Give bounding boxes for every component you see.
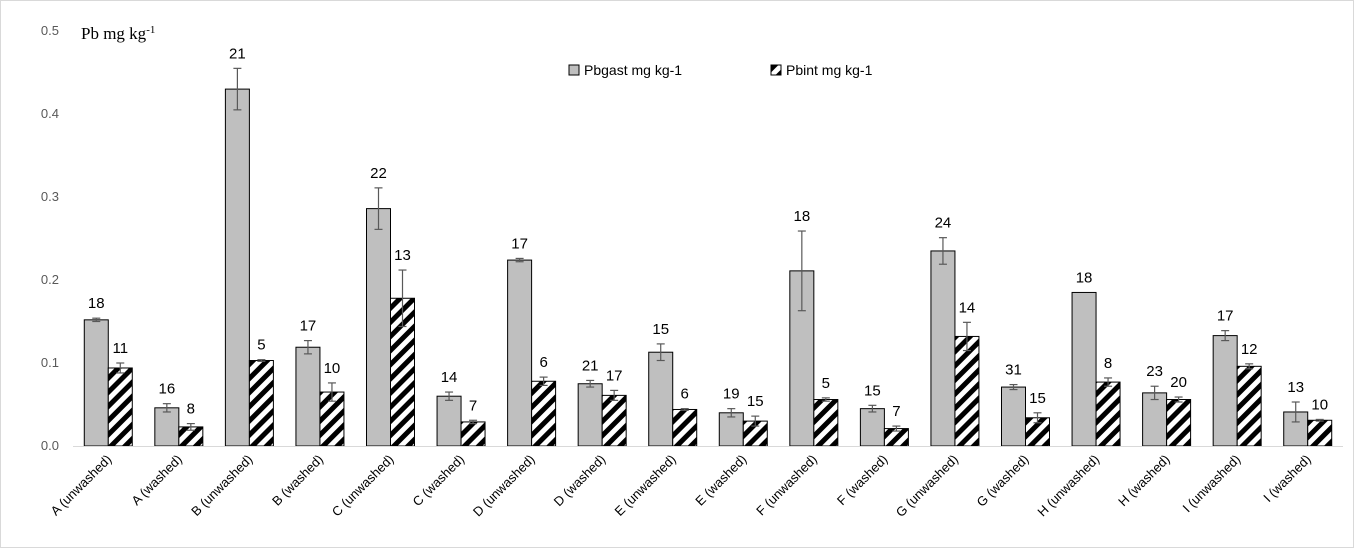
bar-pbint	[248, 360, 274, 447]
bar-pbgast	[366, 208, 391, 447]
category-label: C (unwashed)	[329, 452, 397, 520]
data-label: 7	[469, 397, 477, 414]
data-label: 15	[1029, 390, 1046, 407]
data-label: 18	[1076, 269, 1093, 286]
legend: Pbgast mg kg-1 Pbint mg kg-1	[568, 62, 873, 78]
data-label: 21	[582, 357, 599, 374]
legend-label-pbgast: Pbgast mg kg-1	[584, 62, 682, 78]
bar-pbgast	[1212, 335, 1238, 447]
data-label: 5	[822, 375, 830, 392]
category-label: I (unwashed)	[1180, 452, 1244, 516]
category-label: D (washed)	[551, 452, 609, 510]
bars-group: 18 11 16 8 21 5 17 10 22 13 14 7 17 6 21 17 15 6 19 15 18 5 15…	[83, 45, 1333, 447]
data-label: 13	[1287, 379, 1304, 396]
bar-pbgast	[154, 407, 180, 447]
data-label: 21	[229, 45, 246, 62]
bar-pbgast	[436, 395, 462, 447]
legend-label-pbint: Pbint mg kg-1	[786, 62, 873, 78]
bar-pbint	[954, 335, 980, 447]
bar-pbint	[1166, 399, 1192, 447]
data-label: 17	[606, 367, 623, 384]
data-label: 6	[539, 354, 547, 371]
data-label: 13	[394, 247, 411, 264]
bar-pbgast	[577, 383, 603, 447]
y-tick-label: 0.5	[41, 23, 59, 38]
y-axis: 0.0 0.1 0.2 0.3 0.4 0.5	[41, 23, 59, 453]
category-label: G (unwashed)	[893, 452, 961, 520]
data-label: 10	[324, 360, 341, 377]
category-label: B (unwashed)	[188, 452, 255, 519]
bar-pbint	[1307, 419, 1333, 447]
bar-pbgast	[1001, 386, 1026, 447]
data-label: 6	[681, 386, 689, 403]
bar-pbgast	[507, 259, 533, 447]
category-label: H (washed)	[1115, 452, 1173, 510]
legend-swatch-pbint	[770, 64, 782, 76]
category-label: G (washed)	[973, 452, 1031, 510]
data-label: 17	[511, 235, 528, 252]
bar-pbgast	[930, 250, 956, 447]
data-label: 17	[1217, 308, 1234, 325]
data-label: 23	[1146, 363, 1163, 380]
bar-pbint	[813, 399, 839, 447]
y-tick-label: 0.1	[41, 355, 59, 370]
category-label: F (washed)	[834, 452, 891, 509]
data-label: 14	[441, 369, 458, 386]
bar-pbint	[460, 421, 486, 447]
category-label: I (washed)	[1260, 452, 1314, 506]
bar-pbint	[531, 380, 557, 447]
bar-pbgast	[1142, 392, 1168, 447]
bar-pbgast	[859, 408, 885, 447]
data-label: 19	[723, 386, 740, 403]
bar-pbint	[672, 408, 698, 447]
bar-pbgast	[718, 412, 744, 447]
data-label: 15	[652, 321, 669, 338]
category-label: B (washed)	[269, 452, 326, 509]
category-label: A (unwashed)	[48, 452, 115, 519]
y-tick-label: 0.2	[41, 272, 59, 287]
y-tick-label: 0.0	[41, 438, 59, 453]
data-label: 7	[892, 403, 900, 420]
y-tick-label: 0.4	[41, 106, 59, 121]
category-label: H (unwashed)	[1034, 452, 1102, 520]
category-label: A (washed)	[128, 452, 185, 509]
x-axis: A (unwashed) A (washed) B (unwashed) B (was…	[48, 446, 1343, 520]
data-label: 5	[257, 337, 265, 354]
bar-pbint	[107, 367, 133, 447]
data-label: 18	[793, 208, 810, 225]
bar-pbgast	[1071, 291, 1097, 447]
data-label: 8	[1104, 355, 1112, 372]
bar-pbint	[1236, 365, 1262, 447]
category-label: C (washed)	[410, 452, 468, 510]
data-label: 24	[935, 215, 952, 232]
data-label: 20	[1170, 374, 1187, 391]
category-label: D (unwashed)	[470, 452, 538, 520]
data-label: 15	[864, 382, 881, 399]
data-label: 10	[1311, 396, 1328, 413]
data-label: 8	[187, 401, 195, 418]
y-axis-title: Pb mg kg-1	[81, 24, 155, 43]
legend-swatch-pbgast	[568, 64, 580, 76]
data-label: 18	[88, 295, 105, 312]
category-label: E (washed)	[692, 452, 749, 509]
data-label: 17	[300, 318, 317, 335]
bar-pbint	[601, 394, 627, 447]
category-label: E (unwashed)	[612, 452, 679, 519]
data-label: 31	[1005, 362, 1022, 379]
bar-pbint	[1095, 381, 1121, 447]
data-label: 12	[1241, 341, 1258, 358]
data-label: 15	[747, 393, 764, 410]
bar-pbgast	[83, 319, 109, 447]
data-label: 14	[959, 299, 976, 316]
data-label: 16	[158, 381, 175, 398]
bar-pbgast	[648, 351, 674, 447]
data-label: 11	[112, 340, 128, 357]
bar-pbgast	[224, 88, 250, 447]
category-label: F (unwashed)	[753, 452, 820, 519]
y-tick-label: 0.3	[41, 189, 59, 204]
bar-pbgast	[295, 346, 321, 447]
data-label: 22	[370, 165, 387, 182]
